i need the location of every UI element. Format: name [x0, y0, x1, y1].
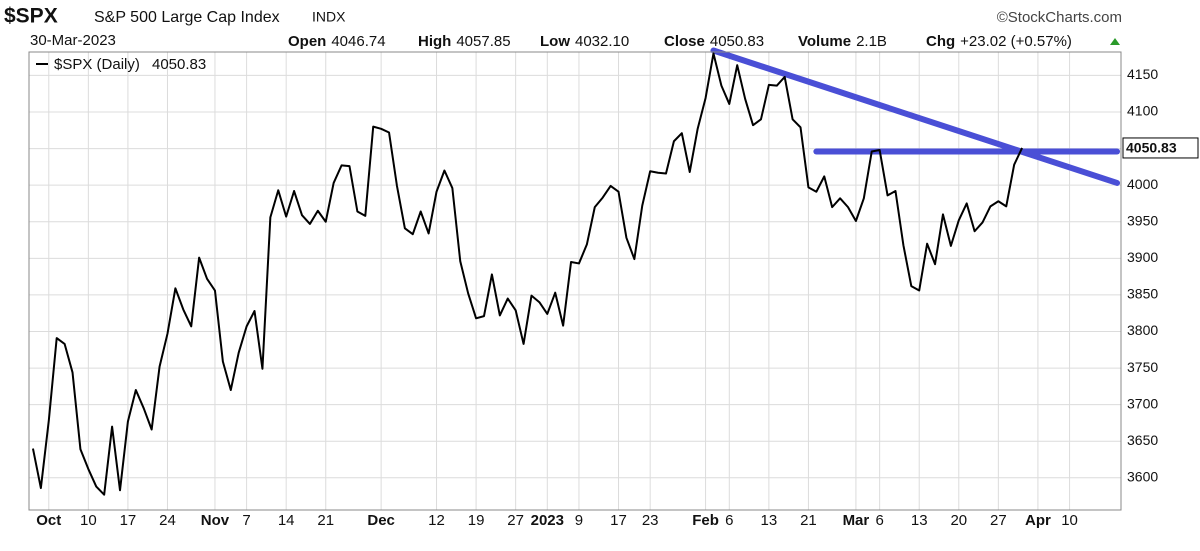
x-tick-label: 9 — [575, 512, 583, 529]
chart-title: S&P 500 Large Cap Index — [94, 9, 280, 26]
x-tick-label: 23 — [642, 512, 659, 529]
trendline — [710, 47, 1121, 186]
stats: Open 4046.74 High 4057.85 Low 4032.10 Close 405… — [288, 33, 1072, 50]
exchange: INDX — [312, 9, 346, 25]
stat-label: Close — [664, 33, 705, 50]
stat-value: +23.02 (+0.57%) — [960, 33, 1072, 50]
y-tick-label: 4000 — [1127, 176, 1158, 192]
x-tick-label: 12 — [428, 512, 445, 529]
x-tick-label: 10 — [1061, 512, 1078, 529]
stat-label: Open — [288, 33, 326, 50]
x-tick-label: 2023 — [531, 512, 564, 529]
x-tick-label: 17 — [120, 512, 137, 529]
y-tick-label: 3600 — [1127, 469, 1158, 485]
stat-label: Low — [540, 33, 570, 50]
x-tick-label: 19 — [468, 512, 485, 529]
x-tick-label: 6 — [725, 512, 733, 529]
x-tick-label: 14 — [278, 512, 295, 529]
y-tick-label: 4100 — [1127, 103, 1158, 119]
plot — [29, 47, 1121, 510]
y-tick-label: 3900 — [1127, 249, 1158, 265]
x-tick-label: 27 — [507, 512, 524, 529]
legend-value: 4050.83 — [152, 56, 206, 73]
x-tick-label: 13 — [761, 512, 778, 529]
x-tick-label: 20 — [950, 512, 967, 529]
y-tick-label: 3950 — [1127, 212, 1158, 228]
stat-value: 4050.83 — [710, 33, 764, 50]
y-tick-label: 3850 — [1127, 286, 1158, 302]
x-tick-label: Dec — [367, 512, 395, 529]
stat-value: 4032.10 — [575, 33, 629, 50]
x-tick-label: 17 — [610, 512, 627, 529]
x-tick-label: Apr — [1025, 512, 1051, 529]
date: 30-Mar-2023 — [30, 32, 116, 49]
x-tick-label: 13 — [911, 512, 928, 529]
x-tick-label: Feb — [692, 512, 719, 529]
x-tick-label: 24 — [159, 512, 176, 529]
x-tick-label: Oct — [36, 512, 61, 529]
y-tick-label: 3700 — [1127, 395, 1158, 411]
y-tick-label: 3650 — [1127, 432, 1158, 448]
stat-value: 4057.85 — [456, 33, 510, 50]
up-arrow — [1110, 38, 1120, 45]
symbol: $SPX — [4, 5, 58, 28]
x-tick-label: 10 — [80, 512, 97, 529]
x-tick-label: 6 — [875, 512, 883, 529]
last-value-box — [1122, 137, 1199, 159]
plot-border — [28, 51, 1122, 511]
legend-label: $SPX (Daily) — [54, 56, 140, 73]
stat-label: High — [418, 33, 451, 50]
stat-label: Volume — [798, 33, 851, 50]
y-tick-label: 4150 — [1127, 66, 1158, 82]
stat-value: 2.1B — [856, 33, 887, 50]
source: ©StockCharts.com — [997, 9, 1122, 26]
x-tick-label: 21 — [800, 512, 817, 529]
x-tick-label: 7 — [242, 512, 250, 529]
x-tick-label: 27 — [990, 512, 1007, 529]
y-tick-label: 3750 — [1127, 359, 1158, 375]
stat-value: 4046.74 — [331, 33, 385, 50]
x-tick-label: Mar — [843, 512, 870, 529]
last-value-label: 4050.83 — [1126, 140, 1177, 156]
x-tick-label: 21 — [317, 512, 334, 529]
y-tick-label: 3800 — [1127, 322, 1158, 338]
price-line — [31, 52, 1023, 496]
x-tick-label: Nov — [201, 512, 230, 529]
stat-label: Chg — [926, 33, 955, 50]
